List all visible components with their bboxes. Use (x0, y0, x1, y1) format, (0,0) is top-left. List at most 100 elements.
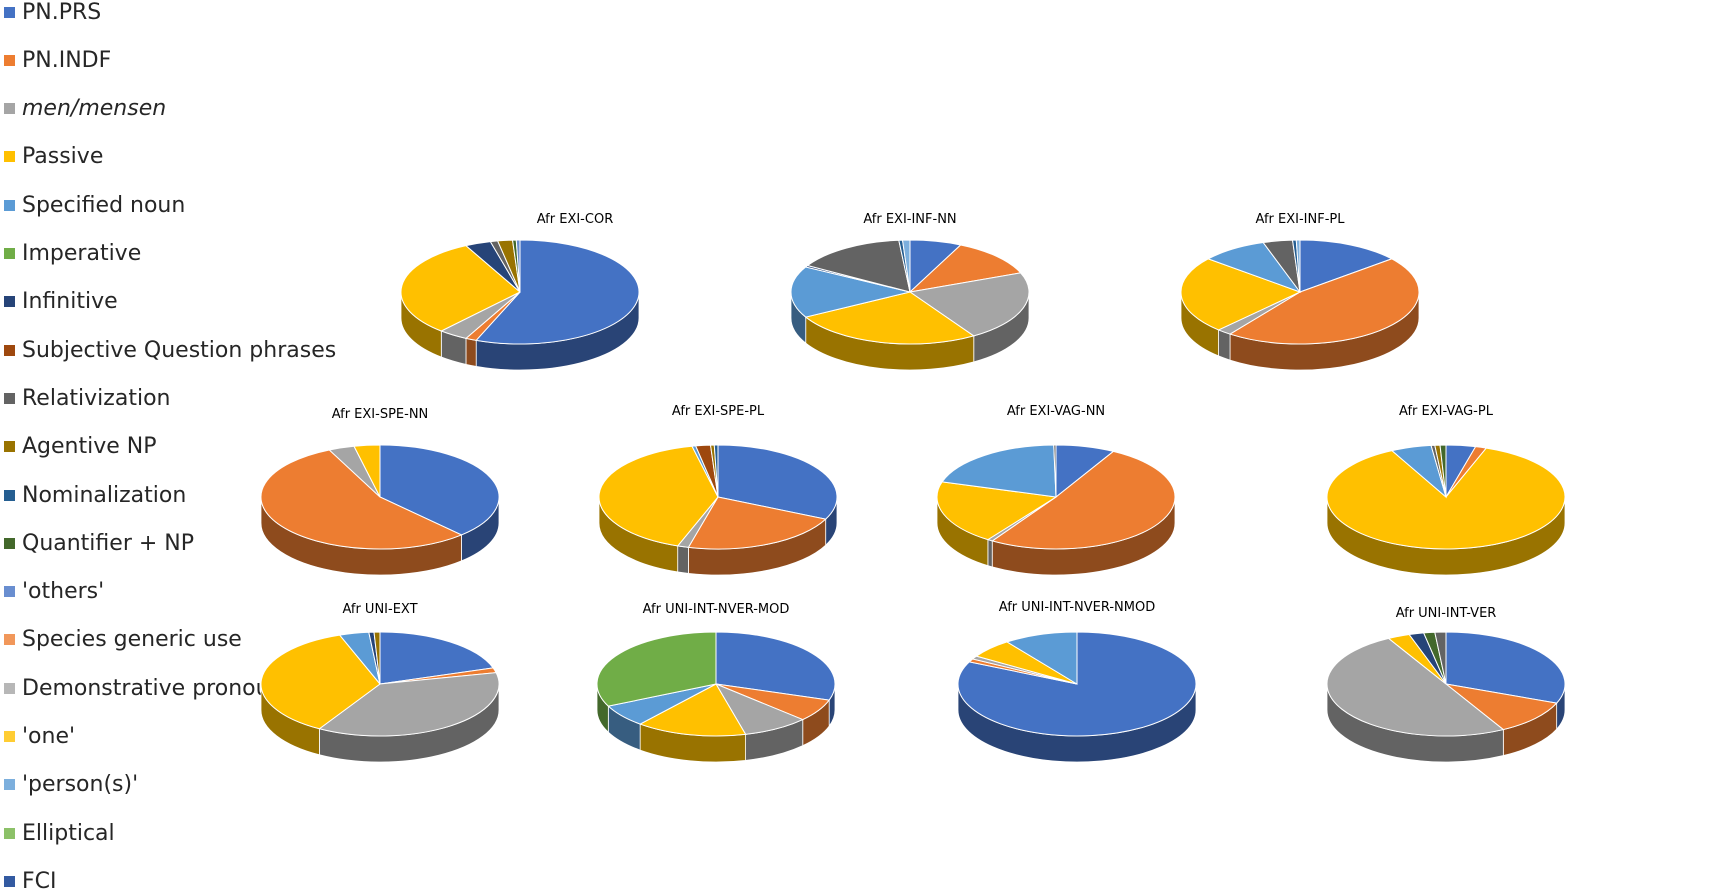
pie-slice: PN.PRS (1299, 239, 1393, 293)
pie-slice: men/mensen (908, 272, 1030, 337)
pie-slice: 'person(s)' (1295, 239, 1301, 293)
legend-item: Nominalization (0, 480, 186, 510)
legend-item: Agentive NP (0, 432, 157, 462)
chart-title: Afr EXI-INF-PL (1256, 212, 1346, 227)
chart-title: Afr EXI-COR (537, 212, 613, 227)
legend-label: Species generic use (22, 627, 242, 653)
pie-slice: Specified noun (941, 444, 1057, 498)
legend-swatch (4, 54, 15, 66)
legend-item: PN.PRS (0, 0, 101, 27)
legend-swatch (4, 103, 15, 115)
legend-label: Agentive NP (22, 434, 157, 460)
pie-slice: Imperative (596, 631, 717, 707)
pie-slice: PN.INDF (687, 496, 827, 550)
legend-label: Demonstrative pronoun (22, 675, 284, 701)
legend-label: men/mensen (22, 96, 167, 122)
pie-chart: Afr EXI-VAG-NNPN.PRSPN.INDFmen/mensenPas… (936, 404, 1176, 576)
pie-chart: Afr EXI-SPE-NNPN.PRSPN.INDFmen/mensenPas… (260, 407, 500, 576)
chart-title: Afr EXI-SPE-PL (672, 404, 765, 419)
chart-title: Afr UNI-EXT (342, 602, 417, 617)
legend-item: 'others' (0, 577, 104, 607)
chart-title: Afr UNI-INT-NVER-MOD (643, 602, 790, 617)
legend-swatch (4, 199, 15, 211)
pie-slice: Passive (1326, 447, 1566, 550)
pie-slice: PN.PRS (715, 631, 836, 701)
legend-label: 'others' (22, 579, 105, 605)
legend-item: Quantifier + NP (0, 528, 194, 558)
pie-slice: Specified noun (1005, 631, 1078, 685)
chart-title: Afr EXI-SPE-NN (332, 407, 429, 422)
pie-slice: Passive (598, 445, 719, 547)
pie-slice: Passive (353, 444, 381, 498)
legend-item: PN.INDF (0, 45, 111, 75)
pie-slice: PN.PRS (717, 444, 838, 520)
pie-slice: Agentive NP (373, 631, 381, 685)
pie-slice: Passive (804, 291, 975, 345)
pie-slice: Nominalization (713, 444, 719, 498)
pie-chart: Afr UNI-EXTPN.PRSPN.INDFmen/mensenPassiv… (260, 602, 500, 763)
pie-slice: PN.PRS (379, 444, 500, 536)
chart-title: Afr EXI-VAG-PL (1399, 404, 1494, 419)
legend-swatch (4, 151, 15, 163)
pie-slice: PN.INDF (991, 450, 1176, 550)
legend-label: Nominalization (22, 482, 187, 508)
chart-title: Afr EXI-VAG-NN (1007, 404, 1105, 419)
slice-side (465, 337, 477, 367)
pie-slice: PN.PRS (957, 631, 1197, 737)
pie-slice: Relativization (1053, 444, 1057, 498)
pie-slice: Specified noun (790, 266, 911, 318)
legend-label: PN.PRS (22, 0, 102, 25)
legend-swatch (4, 634, 15, 646)
legend-item: Passive (0, 142, 103, 172)
legend-label: Specified noun (22, 192, 186, 218)
legend-swatch (4, 296, 15, 308)
pie-slice: Relativization (1434, 631, 1447, 685)
legend-label: Infinitive (22, 289, 118, 315)
legend-swatch (4, 441, 15, 453)
legend-swatch (4, 6, 15, 18)
legend-swatch (4, 682, 15, 694)
chart-title: Afr UNI-INT-VER (1396, 606, 1497, 621)
legend-item: Species generic use (0, 625, 242, 655)
pie-slice: men/mensen (1326, 637, 1505, 737)
legend-item: men/mensen (0, 94, 166, 124)
chart-title: Afr UNI-INT-NVER-NMOD (999, 600, 1155, 615)
pie-slice: PN.INDF (1228, 258, 1420, 345)
pie-chart: Afr EXI-SPE-PLPN.PRSPN.INDFmen/mensenPas… (598, 404, 838, 576)
legend-swatch (4, 392, 15, 404)
pie-slice: PN.PRS (379, 631, 495, 685)
pie-slice: Passive (638, 683, 747, 737)
legend-swatch (4, 779, 15, 791)
pie-chart: Afr EXI-VAG-PLPN.PRSPN.INDFPassiveSpecif… (1326, 404, 1566, 576)
pie-slice: PN.PRS (475, 239, 640, 345)
slice-side (987, 539, 993, 568)
pie-slice: Passive (1180, 258, 1302, 331)
pie-sides (1326, 683, 1566, 763)
pie-slice: Relativization (806, 239, 911, 293)
legend-label: Imperative (22, 241, 142, 266)
pie-slice: men/mensen (318, 672, 500, 737)
legend-label: Relativization (22, 385, 171, 411)
pie-slice: Passive (260, 634, 381, 730)
legend-swatch (4, 827, 15, 839)
pie-slice: PN.INDF (1445, 683, 1558, 731)
pie-chart: Afr UNI-INT-VERPN.PRSPN.INDFmen/mensenPa… (1326, 606, 1566, 763)
legend-swatch (4, 248, 15, 259)
legend-label: PN.INDF (22, 47, 112, 73)
legend-swatch (4, 344, 15, 356)
pie-chart: Afr UNI-INT-NVER-NMODPN.PRSPN.INDFmen/me… (957, 600, 1197, 763)
pie-chart: Afr EXI-INF-PLPN.PRSPN.INDFmen/mensenPas… (1180, 212, 1420, 371)
legend-label: Passive (22, 144, 104, 170)
legend-swatch (4, 875, 15, 887)
legend-item: Infinitive (0, 287, 118, 317)
legend-swatch (4, 586, 15, 598)
legend-item: Specified noun (0, 190, 185, 220)
pie-slice: Quantifier + NP (1439, 444, 1447, 498)
legend-item: Elliptical (0, 818, 115, 848)
pie-slice: PN.INDF (908, 244, 1022, 293)
legend-swatch (4, 731, 15, 742)
legend-label: Subjective Question phrases (22, 337, 337, 363)
pie-slice: PN.INDF (260, 449, 463, 550)
legend-swatch (4, 489, 15, 501)
